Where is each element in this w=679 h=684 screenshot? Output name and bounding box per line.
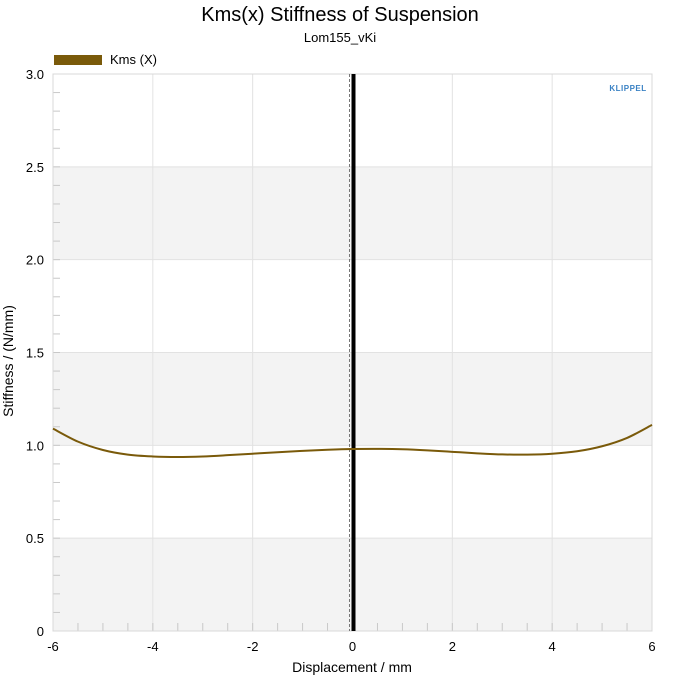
x-tick-label: 2 <box>449 639 456 654</box>
legend-label: Kms (X) <box>110 52 157 67</box>
chart-title: Kms(x) Stiffness of Suspension <box>201 4 479 26</box>
x-tick-label: 4 <box>549 639 556 654</box>
legend: Kms (X) <box>54 52 157 67</box>
legend-swatch <box>54 55 102 65</box>
y-tick-label: 2.5 <box>26 160 44 175</box>
y-tick-label: 2.0 <box>26 253 44 268</box>
chart-subtitle: Lom155_vKi <box>304 30 376 45</box>
marker-line <box>349 74 356 631</box>
x-tick-label: -4 <box>147 639 159 654</box>
x-tick-label: 0 <box>349 639 356 654</box>
x-tick-label: -2 <box>247 639 259 654</box>
series-line-0 <box>52 424 653 459</box>
x-axis-label: Displacement / mm <box>292 659 412 675</box>
klippel-logo: KLIPPEL <box>609 84 646 93</box>
y-tick-label: 1.5 <box>26 346 44 361</box>
y-tick-label: 3.0 <box>26 67 44 82</box>
y-tick-label: 0 <box>37 624 44 639</box>
x-tick-label: -6 <box>47 639 59 654</box>
y-tick-label: 0.5 <box>26 531 44 546</box>
series-lines <box>52 424 653 459</box>
x-tick-label: 6 <box>648 639 655 654</box>
y-tick-label: 1.0 <box>26 438 44 453</box>
y-tick-labels: 0 0.5 1.0 1.5 2.0 2.5 3.0 <box>26 67 44 639</box>
minor-ticks <box>52 73 653 632</box>
y-axis-label: Stiffness / (N/mm) <box>0 305 16 417</box>
x-tick-labels: -6 -4 -2 0 2 4 6 <box>47 639 655 654</box>
